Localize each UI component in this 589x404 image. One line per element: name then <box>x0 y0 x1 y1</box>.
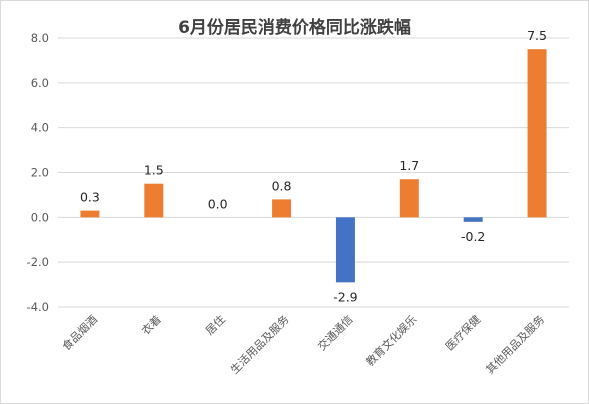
bars <box>80 49 547 283</box>
data-label: -0.2 <box>461 229 485 244</box>
data-label: -2.9 <box>333 289 357 304</box>
category-label: 生活用品及服务 <box>227 312 291 376</box>
bar <box>335 217 355 283</box>
data-label: 1.7 <box>399 158 419 173</box>
chart-title: 6月份居民消费价格同比涨跌幅 <box>178 18 411 38</box>
y-tick-label: 6.0 <box>31 76 49 90</box>
data-label: 0.3 <box>80 190 100 205</box>
category-label: 食品烟酒 <box>59 312 100 353</box>
bar <box>399 179 419 218</box>
y-tick-label: -2.0 <box>27 255 49 269</box>
gridlines <box>58 37 569 308</box>
data-label: 0.8 <box>272 178 292 193</box>
data-label: 7.5 <box>527 28 547 43</box>
bar <box>527 49 547 218</box>
data-label: 0.0 <box>208 196 228 211</box>
category-label: 医疗保健 <box>442 312 483 353</box>
y-tick-label: -4.0 <box>27 300 49 314</box>
bar <box>272 199 292 218</box>
data-label: 1.5 <box>144 163 164 178</box>
category-label: 衣着 <box>138 312 163 337</box>
y-tick-label: 4.0 <box>31 121 49 135</box>
bar <box>463 217 483 222</box>
data-labels: 0.3 1.5 0.0 0.8 -2.9 1.7 -0.2 7.5 <box>80 28 547 304</box>
category-label: 教育文化娱乐 <box>363 312 420 369</box>
bar <box>144 183 164 218</box>
bar <box>80 210 100 218</box>
y-tick-label: 2.0 <box>31 166 49 180</box>
y-tick-label: 8.0 <box>31 31 49 45</box>
category-label: 交通通信 <box>315 312 356 353</box>
category-label: 其他用品及服务 <box>484 313 548 377</box>
x-axis-categories: 食品烟酒 衣着 居住 生活用品及服务 交通通信 教育文化娱乐 医疗保健 其他用品及服务 <box>59 312 547 376</box>
y-axis-ticks: 8.0 6.0 4.0 2.0 0.0 -2.0 -4.0 <box>27 31 49 314</box>
category-label: 居住 <box>202 312 227 337</box>
y-tick-label: 0.0 <box>31 210 49 224</box>
